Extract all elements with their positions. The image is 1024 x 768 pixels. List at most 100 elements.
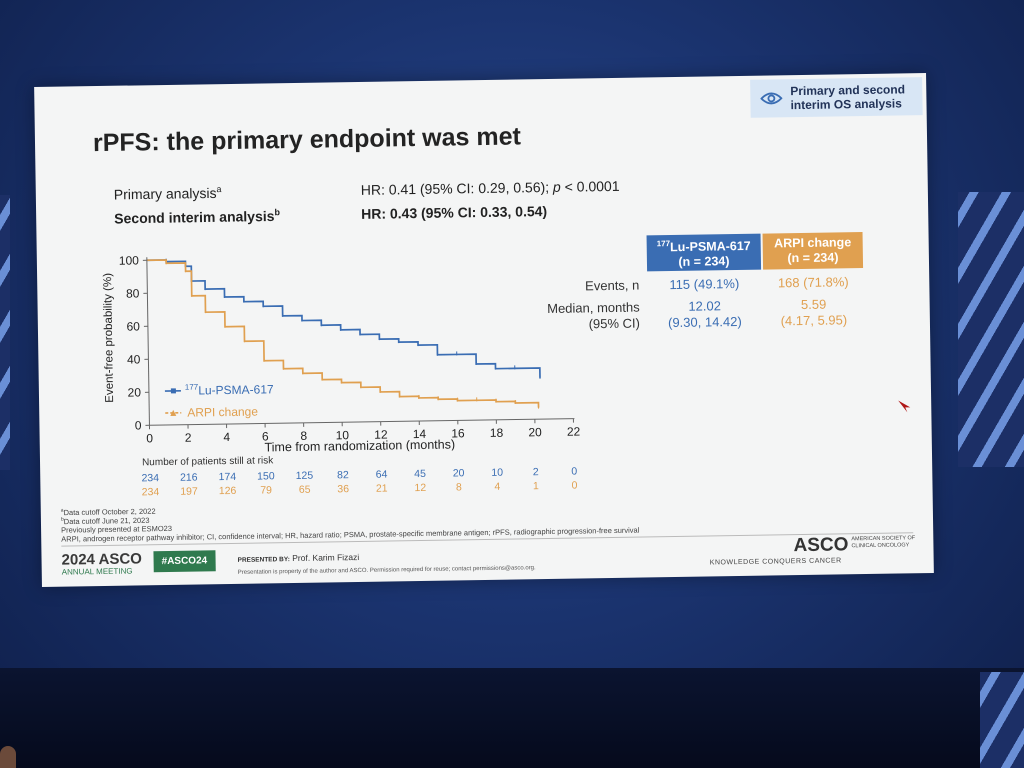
presenter-name: Prof. Karim Fizazi <box>292 551 360 564</box>
asco-logo-right: ASCO <box>793 534 849 557</box>
x-tick-label: 18 <box>490 426 504 440</box>
lu-header-sup: 177 <box>656 238 671 249</box>
events-arpi: 168 (71.8%) <box>777 274 849 291</box>
stage-floor <box>0 668 1024 768</box>
y-tick-label: 100 <box>119 253 140 267</box>
risk-count: 12 <box>414 481 427 495</box>
stage-stripe-bottom-right <box>980 672 1024 768</box>
x-tick-label: 0 <box>146 431 153 445</box>
second-analysis-sup: b <box>274 207 280 218</box>
risk-count: 65 <box>298 483 311 496</box>
y-tick-label: 60 <box>126 319 140 333</box>
x-tick-label: 2 <box>185 431 192 445</box>
risk-count: 79 <box>260 484 273 497</box>
risk-count: 64 <box>375 468 388 481</box>
median-label: Median, months (95% CI) <box>508 300 640 334</box>
risk-count: 174 <box>218 470 237 484</box>
presented-by-label: PRESENTED BY: <box>237 556 290 564</box>
lu-header-name: 177Lu-PSMA-617 <box>647 235 761 256</box>
asco-tagline: KNOWLEDGE CONQUERS CANCER <box>709 557 842 567</box>
risk-count: 0 <box>571 465 578 478</box>
risk-count: 234 <box>141 472 160 485</box>
risk-count: 82 <box>337 469 349 482</box>
analysis-badge: Primary and second interim OS analysis <box>750 77 923 118</box>
km-chart: Event-free probability (%) 020406080100 … <box>102 253 580 454</box>
primary-analysis-text: Primary analysis <box>113 184 217 203</box>
y-tick-label: 40 <box>127 352 141 366</box>
risk-count: 1 <box>532 480 539 493</box>
disclaimer: Presentation is property of the author a… <box>237 565 536 576</box>
asco-annual-meeting: ANNUAL MEETING <box>61 566 133 577</box>
presented-by: PRESENTED BY: Prof. Karim Fizazi <box>237 551 360 564</box>
median-lu-ci: (9.30, 14.42) <box>667 313 742 331</box>
median-arpi: 5.59 (4.17, 5.95) <box>764 296 864 330</box>
arpi-change-curve <box>146 259 540 408</box>
risk-count: 45 <box>414 467 427 481</box>
risk-count: 216 <box>179 471 198 484</box>
risk-count: 126 <box>218 484 237 498</box>
legend-arpi-label: ARPI change <box>187 405 258 420</box>
badge-line2: interim OS analysis <box>790 96 902 113</box>
risk-count: 10 <box>491 466 504 479</box>
arpi-header-n: (n = 234) <box>787 250 839 266</box>
audience-head <box>0 746 16 768</box>
lu-psma-curve <box>146 259 541 378</box>
stage-stripe-right <box>958 192 1024 467</box>
lu-header-n: (n = 234) <box>678 254 730 270</box>
lu-header-text: Lu-PSMA-617 <box>670 238 751 255</box>
second-analysis-hr: HR: 0.43 (95% CI: 0.33, 0.54) <box>361 202 548 222</box>
risk-count: 20 <box>452 467 465 480</box>
x-tick-label: 8 <box>300 429 307 443</box>
events-label: Events, n <box>584 277 640 294</box>
y-axis <box>146 257 150 426</box>
primary-analysis-sup: a <box>216 184 222 195</box>
asco-hashtag: #ASCO24 <box>153 550 216 573</box>
risk-count: 21 <box>375 482 388 495</box>
chart-xlabel: Time from randomization (months) <box>264 437 455 454</box>
laser-pointer-icon <box>898 400 911 413</box>
primary-hr-post: < 0.0001 <box>560 177 620 195</box>
chart-legend: 177Lu-PSMA-617 ARPI change <box>164 381 274 420</box>
eye-icon <box>760 92 783 105</box>
x-tick-label: 12 <box>374 428 388 442</box>
legend-lu-name: Lu-PSMA-617 <box>198 382 274 397</box>
legend-lu-label: 177Lu-PSMA-617 <box>185 381 274 397</box>
risk-label: Number of patients still at risk <box>141 455 274 469</box>
x-tick-label: 22 <box>567 424 580 438</box>
chart-ylabel: Event-free probability (%) <box>102 273 116 403</box>
risk-count: 197 <box>180 485 198 498</box>
slide-title: rPFS: the primary endpoint was met <box>92 122 522 158</box>
risk-count: 8 <box>455 481 462 494</box>
events-lu: 115 (49.1%) <box>669 275 740 293</box>
median-lu-value: 12.02 <box>688 298 722 314</box>
asco-society-name: AMERICAN SOCIETY OF CLINICAL ONCOLOGY <box>851 535 916 550</box>
primary-hr-pre: HR: 0.41 (95% CI: 0.29, 0.56); <box>360 178 554 198</box>
x-tick-label: 6 <box>262 429 269 443</box>
y-tick-label: 0 <box>135 418 142 432</box>
arpi-column-header: ARPI change (n = 234) <box>762 232 864 270</box>
risk-count: 0 <box>571 479 578 492</box>
x-tick-label: 4 <box>223 430 230 444</box>
x-tick-label: 16 <box>451 426 465 440</box>
risk-count: 234 <box>141 486 160 499</box>
arpi-header-name: ARPI change <box>774 235 852 251</box>
risk-count: 36 <box>337 483 350 496</box>
x-tick-label: 20 <box>528 425 542 439</box>
risk-count: 4 <box>494 480 501 493</box>
primary-analysis-hr: HR: 0.41 (95% CI: 0.29, 0.56); p < 0.000… <box>361 178 620 198</box>
primary-analysis-label: Primary analysisa <box>114 184 222 202</box>
risk-count: 125 <box>295 469 314 482</box>
risk-count: 2 <box>532 466 539 479</box>
median-arpi-value: 5.59 <box>800 296 827 313</box>
lu-column-header: 177Lu-PSMA-617 (n = 234) <box>646 233 762 272</box>
stage-stripe-left <box>0 195 10 470</box>
x-tick-label: 14 <box>413 427 427 441</box>
badge-text: Primary and second interim OS analysis <box>790 82 905 112</box>
y-tick-label: 80 <box>126 286 140 300</box>
second-analysis-label: Second interim analysisb <box>114 207 280 226</box>
median-arpi-ci: (4.17, 5.95) <box>780 312 848 329</box>
legend-arpi-triangle <box>170 409 177 416</box>
median-label-line2: (95% CI) <box>588 315 641 332</box>
presentation-slide: Primary and second interim OS analysis r… <box>34 73 934 587</box>
risk-count: 150 <box>257 470 275 483</box>
